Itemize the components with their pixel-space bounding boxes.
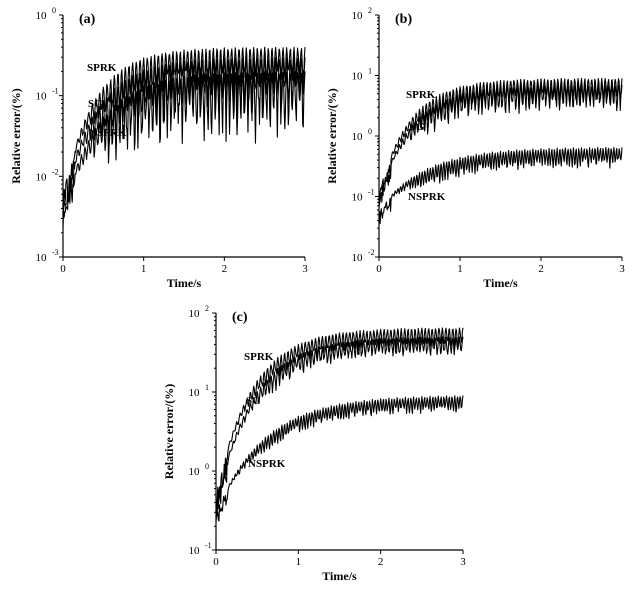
series-line-sprk bbox=[378, 77, 623, 207]
y-tick-label-base: 10 bbox=[36, 10, 48, 22]
series-line-sg bbox=[62, 56, 306, 210]
y-tick-label-base: 10 bbox=[352, 252, 364, 264]
series-label-nsprk: NSPRK bbox=[248, 458, 286, 470]
series-line-sg bbox=[378, 84, 623, 205]
y-tick-label-base: 10 bbox=[189, 466, 201, 478]
series-label-sprk: SPRK bbox=[244, 351, 274, 363]
y-tick-label-exponent: -2 bbox=[368, 248, 375, 257]
chart-panel-2: 0 1 2 3 10 -2 10 -1 10 0 10 1 10 2 Time/s Relative erro… bbox=[325, 6, 625, 290]
x-tick-label: 3 bbox=[460, 556, 466, 568]
series-label-nsprk: NSPRK bbox=[89, 127, 127, 139]
y-tick-label-exponent: 2 bbox=[205, 304, 209, 313]
series-line-nsprk bbox=[378, 146, 623, 224]
x-axis-title: Time/s bbox=[167, 276, 202, 290]
y-tick-label-exponent: -1 bbox=[368, 188, 375, 197]
series-line-sprk bbox=[62, 46, 306, 212]
y-tick-label-exponent: -1 bbox=[205, 541, 212, 550]
panel-label: (a) bbox=[79, 12, 96, 27]
x-axis-title: Time/s bbox=[483, 276, 518, 290]
x-tick-label: 2 bbox=[378, 556, 384, 568]
y-tick-label-base: 10 bbox=[36, 171, 48, 183]
y-tick-label-base: 10 bbox=[352, 192, 364, 204]
series-line-nsprk bbox=[62, 71, 306, 228]
y-tick-label-exponent: -1 bbox=[52, 87, 59, 96]
y-tick-label-exponent: 1 bbox=[205, 383, 209, 392]
y-tick-label-exponent: -2 bbox=[52, 167, 59, 176]
x-tick-label: 3 bbox=[619, 263, 625, 275]
y-axis-title: Relative error/(%) bbox=[162, 384, 176, 479]
series-label-sprk: SPRK bbox=[87, 62, 117, 74]
x-tick-label: 0 bbox=[213, 556, 219, 568]
panel-label: (b) bbox=[395, 12, 412, 27]
panel-label: (c) bbox=[232, 310, 248, 325]
y-tick-label-base: 10 bbox=[189, 308, 201, 320]
y-tick-label-base: 10 bbox=[36, 91, 48, 103]
series-label-sg: SG bbox=[410, 121, 425, 133]
chart-panel-1: 0 1 2 3 10 -3 10 -2 10 -1 10 0 Time/s Relative error/… bbox=[9, 6, 308, 290]
y-tick-label-base: 10 bbox=[352, 131, 364, 143]
y-axis-title: Relative error/(%) bbox=[9, 88, 23, 183]
y-tick-label-exponent: -3 bbox=[52, 248, 59, 257]
y-tick-label-exponent: 0 bbox=[52, 6, 56, 15]
y-tick-label-exponent: 2 bbox=[368, 6, 372, 15]
y-tick-label-exponent: 1 bbox=[368, 67, 372, 76]
x-tick-label: 1 bbox=[296, 556, 302, 568]
y-tick-label-exponent: 0 bbox=[205, 462, 209, 471]
x-tick-label: 0 bbox=[60, 263, 66, 275]
y-tick-label-base: 10 bbox=[189, 545, 201, 557]
series-label-sprk: SPRK bbox=[406, 89, 436, 101]
y-tick-label-base: 10 bbox=[36, 252, 48, 264]
series-label-nsprk: NSPRK bbox=[408, 191, 446, 203]
series-line-sg bbox=[215, 336, 464, 521]
series-label-sg: SG bbox=[246, 395, 261, 407]
x-tick-label: 2 bbox=[538, 263, 544, 275]
y-tick-label-base: 10 bbox=[352, 71, 364, 83]
series-label-sg: SG bbox=[88, 98, 103, 110]
x-tick-label: 1 bbox=[457, 263, 463, 275]
series-line-nsprk bbox=[215, 395, 464, 522]
y-tick-label-base: 10 bbox=[189, 387, 201, 399]
x-tick-label: 2 bbox=[222, 263, 228, 275]
y-tick-label-base: 10 bbox=[352, 10, 364, 22]
y-axis-title: Relative error/(%) bbox=[325, 88, 339, 183]
x-tick-label: 3 bbox=[302, 263, 308, 275]
x-axis-title: Time/s bbox=[322, 569, 357, 583]
chart-panel-3: 0 1 2 3 10 -1 10 0 10 1 10 2 Time/s Relative error/(%… bbox=[162, 304, 466, 583]
series-line-sprk bbox=[215, 327, 464, 511]
x-tick-label: 1 bbox=[141, 263, 147, 275]
x-tick-label: 0 bbox=[376, 263, 382, 275]
y-tick-label-exponent: 0 bbox=[368, 127, 372, 136]
